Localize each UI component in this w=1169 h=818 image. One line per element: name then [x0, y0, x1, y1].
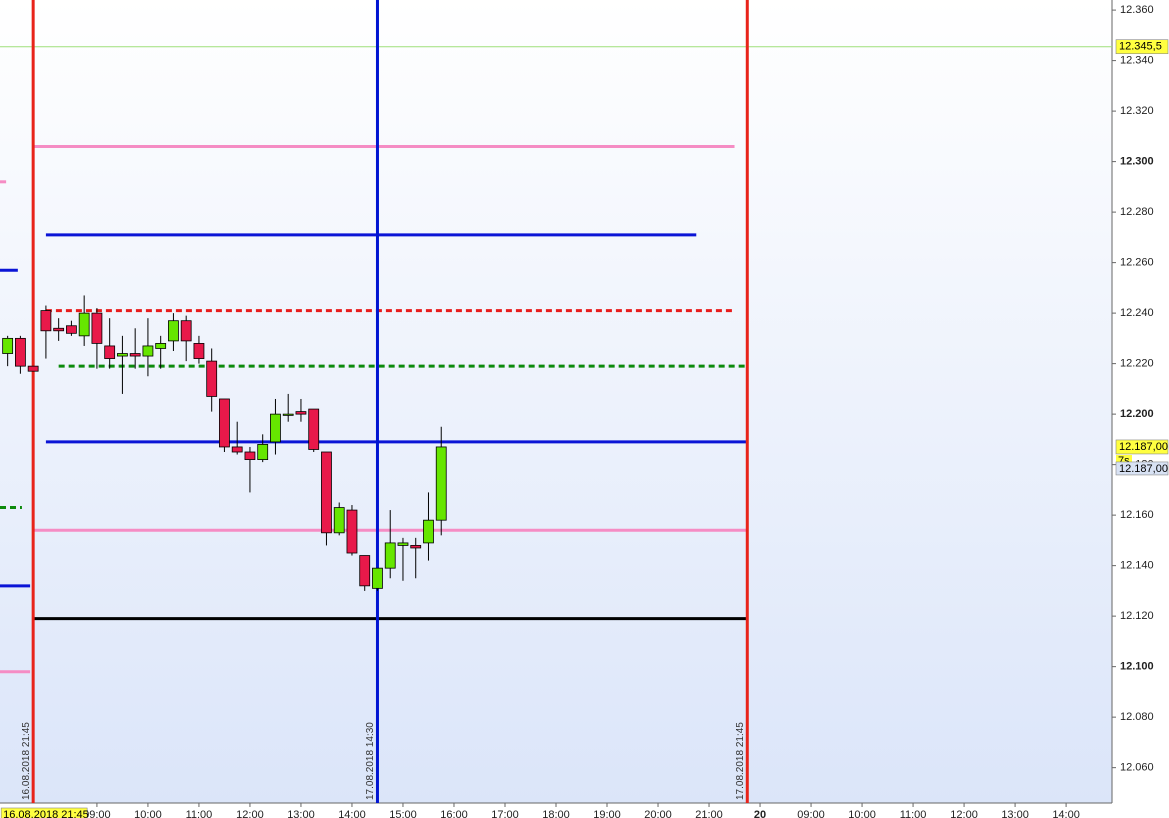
x-tick-label: 20: [754, 809, 766, 818]
candle-body: [78, 312, 90, 337]
candle-body: [27, 365, 39, 372]
candle-body: [231, 446, 243, 453]
x-tick-label: 20:00: [644, 809, 672, 818]
y-tick-label: 12.100: [1120, 661, 1154, 673]
y-tick-label: 12.240: [1120, 307, 1154, 319]
candle-body: [40, 310, 52, 332]
candle-body: [270, 413, 281, 443]
candle-body: [282, 413, 294, 416]
x-tick-label: 15:00: [389, 809, 417, 818]
candle-body: [2, 337, 14, 354]
time-line-label: 17.08.2018 14:30: [365, 722, 376, 800]
candle-body: [53, 327, 65, 332]
candle-body: [308, 408, 320, 450]
time-cursor-label: 16.08.2018 21:45: [3, 809, 89, 818]
x-tick-label: 10:00: [848, 809, 876, 818]
x-tick-label: 14:00: [338, 809, 366, 818]
y-tick-label: 12.360: [1120, 4, 1154, 16]
x-tick-label: 12:00: [950, 809, 978, 818]
y-tick-label: 12.300: [1120, 156, 1154, 168]
candle-body: [423, 519, 434, 544]
y-tick-label: 12.220: [1120, 358, 1154, 370]
candle-body: [410, 545, 422, 549]
x-tick-label: 12:00: [236, 809, 264, 818]
x-tick-label: 13:00: [1001, 809, 1029, 818]
y-tick-label: 12.140: [1120, 560, 1154, 572]
y-tick-label: 12.080: [1120, 711, 1154, 723]
x-tick-label: 11:00: [186, 809, 213, 818]
x-tick-label: 11:00: [900, 809, 927, 818]
price-tag: 12.187,00: [1119, 441, 1168, 453]
price-tag: 12.187,00: [1119, 463, 1168, 475]
y-tick-label: 12.260: [1120, 257, 1154, 269]
plot-area: [0, 0, 1112, 803]
price-tag-box: [1115, 39, 1169, 55]
candle-body: [15, 337, 26, 367]
x-tick-label: 16:00: [440, 809, 468, 818]
time-cursor-box: [0, 807, 88, 818]
x-tick-label: 13:00: [287, 809, 315, 818]
time-line-label: 16.08.2018 21:45: [21, 722, 32, 800]
candle-body: [321, 451, 332, 534]
candle-body: [244, 451, 256, 460]
candle-body: [66, 325, 77, 334]
y-tick-label: 12.060: [1120, 762, 1154, 774]
y-tick-label: 12.120: [1120, 610, 1154, 622]
candle-body: [91, 312, 103, 344]
candle-body: [435, 446, 447, 521]
candle-body: [129, 353, 141, 357]
y-tick-label: 12.320: [1120, 105, 1154, 117]
candle-body: [295, 411, 307, 415]
x-tick-label: 18:00: [542, 809, 570, 818]
candle-body: [193, 343, 205, 359]
candle-body: [117, 353, 128, 357]
candle-body: [397, 542, 409, 546]
x-tick-label: 14:00: [1052, 809, 1080, 818]
candle-body: [155, 343, 167, 349]
candle-body: [346, 509, 358, 554]
x-tick-label: 17:00: [491, 809, 519, 818]
x-tick-label: 21:00: [695, 809, 723, 818]
candle-body: [180, 320, 192, 342]
price-tag-box: [1115, 439, 1169, 455]
y-tick-label: 12.160: [1120, 509, 1154, 521]
candle-body: [104, 345, 116, 359]
candle-body: [142, 345, 154, 357]
candle-body: [359, 555, 371, 587]
candle-body: [168, 320, 179, 342]
y-tick-label: 12.280: [1120, 206, 1154, 218]
x-tick-label: 09:00: [797, 809, 825, 818]
y-tick-label: 12.200: [1120, 408, 1154, 420]
price-tag-box: [1115, 461, 1169, 476]
candle-body: [333, 507, 345, 534]
candle-body: [372, 567, 383, 589]
x-tick-label: 19:00: [593, 809, 621, 818]
y-tick-label: 12.340: [1120, 55, 1154, 67]
price-tag: 12.345,5: [1119, 41, 1162, 53]
x-tick-label: 10:00: [134, 809, 162, 818]
time-line-label: 17.08.2018 21:45: [735, 722, 746, 800]
x-tick-label: 09:00: [83, 809, 111, 818]
candle-body: [219, 398, 230, 448]
candle-body: [257, 444, 269, 460]
candle-body: [384, 542, 396, 569]
candle-body: [206, 360, 218, 397]
